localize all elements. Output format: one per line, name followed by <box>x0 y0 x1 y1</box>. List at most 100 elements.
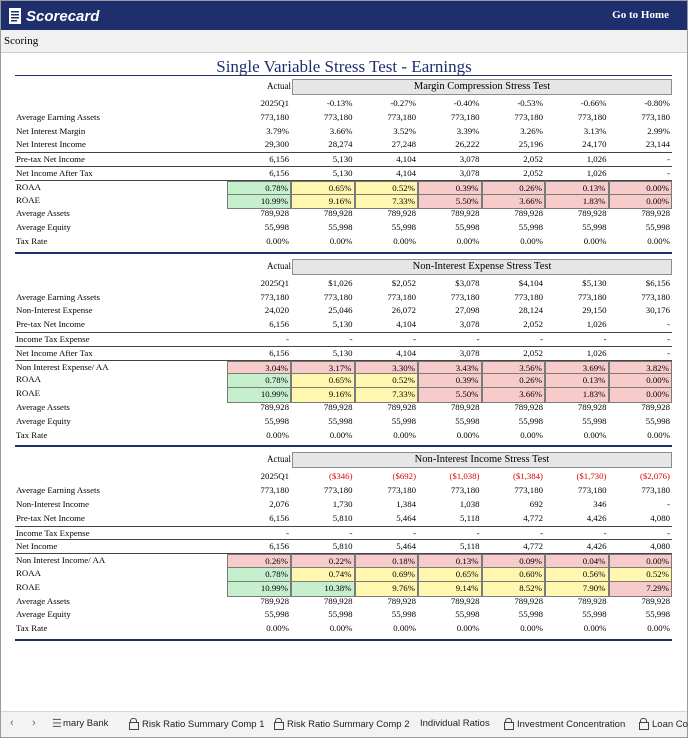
sheet-tab[interactable]: mary Bank <box>63 718 108 729</box>
go-to-home-link[interactable]: Go to Home <box>612 9 669 21</box>
table-cell[interactable]: 55,998 <box>582 222 607 233</box>
table-cell[interactable]: 3.52% <box>393 125 416 136</box>
table-cell[interactable]: 5,130 <box>332 154 353 165</box>
table-cell[interactable]: 0.00% <box>393 429 416 440</box>
all-sheets-menu-icon[interactable]: ☰ <box>52 718 62 730</box>
scorecard-logo[interactable]: Scorecard <box>7 6 99 26</box>
table-cell[interactable]: - <box>667 498 670 509</box>
table-cell[interactable]: 773,180 <box>260 111 289 122</box>
table-cell[interactable]: 0.00% <box>520 235 543 246</box>
table-cell[interactable]: 5.50% <box>418 193 482 210</box>
table-cell[interactable]: 55,998 <box>518 222 543 233</box>
table-cell[interactable]: 773,180 <box>387 291 416 302</box>
table-cell[interactable]: 55,998 <box>518 415 543 426</box>
table-cell[interactable]: 10.99% <box>227 387 291 403</box>
table-cell[interactable]: 789,928 <box>641 595 670 606</box>
table-cell[interactable]: 0.00% <box>608 387 672 403</box>
table-cell[interactable]: 55,998 <box>645 609 670 620</box>
table-cell[interactable]: - <box>603 333 607 344</box>
table-cell[interactable]: 55,998 <box>328 222 353 233</box>
table-cell[interactable]: 2,052 <box>523 154 543 165</box>
table-cell[interactable]: 773,180 <box>450 485 480 496</box>
table-cell[interactable]: 7.33% <box>354 387 418 403</box>
table-cell[interactable]: 25,196 <box>518 139 543 150</box>
table-cell[interactable]: 55,998 <box>391 222 416 233</box>
table-cell[interactable]: 6,156 <box>269 512 289 523</box>
table-cell[interactable]: 773,180 <box>514 291 543 302</box>
table-cell[interactable]: 55,998 <box>328 415 353 426</box>
table-cell[interactable]: 773,180 <box>641 291 670 302</box>
table-cell[interactable]: 1.83% <box>545 387 609 403</box>
table-cell[interactable]: - <box>540 527 543 538</box>
table-cell[interactable]: 773,180 <box>514 111 543 122</box>
table-cell[interactable]: 1,730 <box>332 498 353 509</box>
table-cell[interactable]: 55,998 <box>264 222 289 233</box>
table-cell[interactable]: 55,998 <box>264 415 289 426</box>
table-cell[interactable]: 3.26% <box>520 125 543 136</box>
table-cell[interactable]: 0.00% <box>266 235 289 246</box>
table-cell[interactable]: 2,052 <box>523 347 543 358</box>
table-cell[interactable]: - <box>476 527 480 538</box>
table-cell[interactable]: - <box>667 167 670 178</box>
table-cell[interactable]: 26,222 <box>455 139 480 150</box>
table-cell[interactable]: 4,104 <box>396 167 416 178</box>
prev-sheet-icon[interactable]: ‹ <box>10 717 14 729</box>
table-cell[interactable]: 773,180 <box>450 111 480 122</box>
table-cell[interactable]: 3.66% <box>481 193 545 210</box>
table-cell[interactable]: 27,098 <box>455 305 480 316</box>
table-cell[interactable]: 3,078 <box>459 319 480 330</box>
table-cell[interactable]: 7.29% <box>608 580 672 597</box>
table-cell[interactable]: 0.26% <box>481 373 545 390</box>
table-cell[interactable]: 5,464 <box>396 541 416 552</box>
table-cell[interactable]: 1,384 <box>396 498 416 509</box>
table-cell[interactable]: 0.00% <box>608 193 672 210</box>
table-cell[interactable]: 55,998 <box>391 609 416 620</box>
table-cell[interactable]: 29,300 <box>264 139 289 150</box>
table-cell[interactable]: 5,130 <box>332 319 353 330</box>
table-cell[interactable]: 773,180 <box>260 485 289 496</box>
table-cell[interactable]: 0.00% <box>456 429 480 440</box>
table-cell[interactable]: 4,104 <box>396 319 416 330</box>
table-cell[interactable]: 789,928 <box>260 401 289 412</box>
table-cell[interactable]: 28,124 <box>518 305 543 316</box>
table-cell[interactable]: 789,928 <box>260 208 289 219</box>
table-cell[interactable]: 0.00% <box>647 623 670 634</box>
table-cell[interactable]: 2.99% <box>647 125 670 136</box>
table-cell[interactable]: 1.83% <box>545 193 609 210</box>
table-cell[interactable]: 8.52% <box>481 580 545 597</box>
table-cell[interactable]: 789,928 <box>387 595 416 606</box>
table-cell[interactable]: 6,156 <box>269 167 289 178</box>
table-cell[interactable]: 0.00% <box>647 235 670 246</box>
table-cell[interactable]: 0.00% <box>329 429 353 440</box>
table-cell[interactable]: 4,426 <box>586 541 607 552</box>
table-cell[interactable]: 0.00% <box>520 623 543 634</box>
table-cell[interactable]: 5,118 <box>460 512 480 523</box>
table-cell[interactable]: 773,180 <box>514 485 543 496</box>
table-cell[interactable]: - <box>286 333 289 344</box>
table-cell[interactable]: 0.00% <box>520 429 543 440</box>
table-cell[interactable]: 30,176 <box>645 305 670 316</box>
table-cell[interactable]: 789,928 <box>323 401 353 412</box>
table-cell[interactable]: 789,928 <box>387 401 416 412</box>
sheet-tab[interactable]: Risk Ratio Summary Comp 1 <box>129 718 264 730</box>
table-cell[interactable]: 55,998 <box>455 609 480 620</box>
table-cell[interactable]: 0.00% <box>583 429 607 440</box>
breadcrumb-scoring[interactable]: Scoring <box>4 35 39 47</box>
table-cell[interactable]: 4,080 <box>650 512 670 523</box>
table-cell[interactable]: 1,026 <box>586 167 607 178</box>
table-cell[interactable]: 9.14% <box>418 580 482 597</box>
table-cell[interactable]: 773,180 <box>387 111 416 122</box>
table-cell[interactable]: 789,928 <box>514 595 543 606</box>
sheet-tab[interactable]: Loan Co <box>639 718 688 730</box>
table-cell[interactable]: 3.13% <box>583 125 607 136</box>
table-cell[interactable]: 0.00% <box>456 235 480 246</box>
table-cell[interactable]: 55,998 <box>391 415 416 426</box>
table-cell[interactable]: 0.00% <box>583 235 607 246</box>
table-cell[interactable]: 3,078 <box>459 347 480 358</box>
table-cell[interactable]: - <box>286 527 289 538</box>
table-cell[interactable]: 773,180 <box>323 485 353 496</box>
table-cell[interactable]: 789,928 <box>514 401 543 412</box>
table-cell[interactable]: 6,156 <box>269 319 289 330</box>
table-cell[interactable]: - <box>413 527 416 538</box>
table-cell[interactable]: 773,180 <box>577 485 607 496</box>
